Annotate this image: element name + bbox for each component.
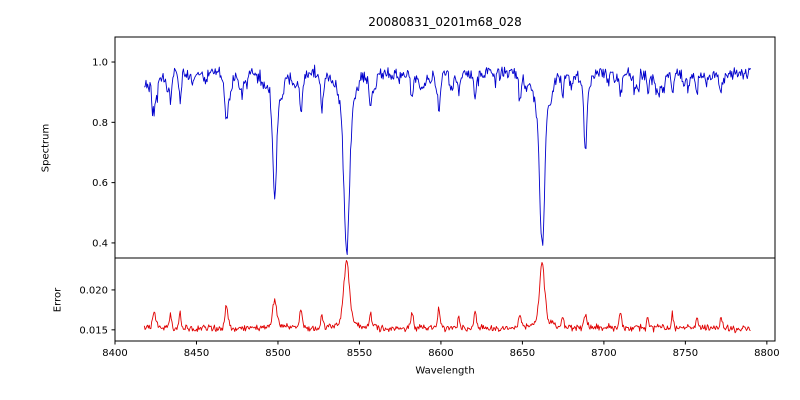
spectrum-line (144, 64, 751, 256)
y-tick-label: 0.6 (92, 178, 108, 189)
chart-title: 20080831_0201m68_028 (368, 15, 522, 29)
y-tick-label: 0.8 (92, 118, 108, 129)
x-tick-label: 8700 (591, 348, 616, 359)
y-tick-label: 0.4 (92, 238, 108, 249)
x-tick-label: 8800 (754, 348, 779, 359)
x-tick-label: 8650 (510, 348, 535, 359)
x-axis-label: Wavelength (415, 365, 475, 377)
x-tick-label: 8450 (184, 348, 209, 359)
x-tick-label: 8500 (265, 348, 290, 359)
y-tick-label: 0.015 (79, 325, 108, 336)
x-tick-label: 8600 (428, 348, 453, 359)
x-tick-label: 8400 (102, 348, 127, 359)
error-line (143, 259, 751, 334)
x-tick-label: 8750 (673, 348, 698, 359)
y-tick-label: 0.020 (79, 285, 108, 296)
spectrum-panel-border (114, 36, 776, 259)
x-tick-label: 8550 (347, 348, 372, 359)
y-tick-label: 1.0 (92, 58, 108, 69)
error-panel-border (114, 257, 776, 342)
